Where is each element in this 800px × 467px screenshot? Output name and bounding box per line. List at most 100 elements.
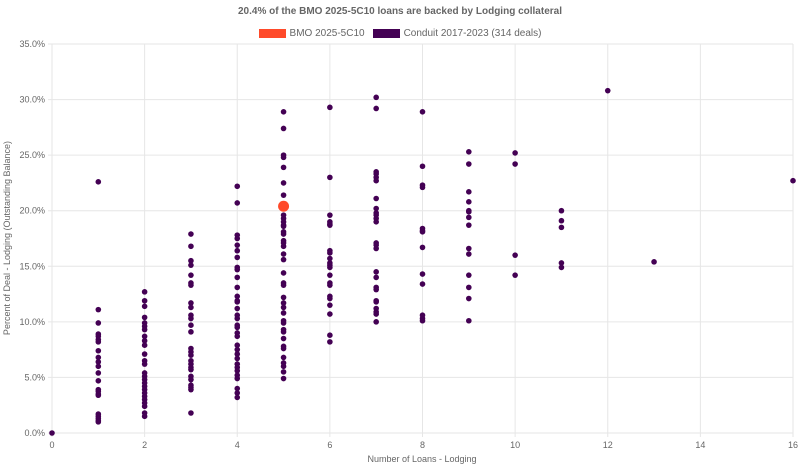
conduit-point[interactable] [466,222,472,228]
conduit-point[interactable] [234,342,241,348]
conduit-point[interactable] [419,163,426,170]
conduit-point[interactable] [234,305,241,312]
conduit-point[interactable] [188,366,194,373]
conduit-point[interactable] [419,229,426,235]
conduit-point[interactable] [327,212,333,218]
bmo-point[interactable] [278,200,290,212]
conduit-point[interactable] [280,345,287,352]
conduit-point[interactable] [188,300,194,306]
conduit-point[interactable] [327,339,333,345]
conduit-point[interactable] [95,377,102,384]
conduit-point[interactable] [188,272,194,278]
conduit-point[interactable] [280,256,287,263]
conduit-point[interactable] [327,222,333,228]
conduit-point[interactable] [558,264,565,271]
conduit-point[interactable] [558,260,565,266]
conduit-point[interactable] [373,105,379,112]
conduit-point[interactable] [419,184,426,191]
conduit-point[interactable] [95,363,102,370]
conduit-point[interactable] [188,386,194,393]
conduit-point[interactable] [558,207,565,214]
conduit-point[interactable] [327,295,333,302]
conduit-point[interactable] [141,413,148,420]
conduit-point[interactable] [141,333,148,340]
conduit-point[interactable] [373,219,379,225]
conduit-point[interactable] [373,286,379,293]
conduit-point[interactable] [95,320,102,326]
conduit-point[interactable] [234,385,241,392]
conduit-point[interactable] [234,315,241,322]
conduit-point[interactable] [466,209,472,215]
conduit-point[interactable] [234,284,241,291]
conduit-point[interactable] [419,108,426,115]
conduit-point[interactable] [95,359,102,365]
conduit-point[interactable] [188,376,194,383]
conduit-point[interactable] [419,244,426,251]
conduit-point[interactable] [280,304,287,311]
conduit-point[interactable] [280,192,287,198]
conduit-point[interactable] [512,161,518,167]
conduit-point[interactable] [188,315,194,322]
conduit-point[interactable] [419,271,426,277]
conduit-point[interactable] [234,200,241,206]
conduit-point[interactable] [419,281,426,287]
conduit-point[interactable] [419,317,426,324]
conduit-point[interactable] [280,180,287,186]
conduit-point[interactable] [234,299,241,305]
conduit-point[interactable] [188,262,194,268]
conduit-point[interactable] [95,339,102,345]
conduit-point[interactable] [280,223,287,230]
conduit-point[interactable] [280,363,287,370]
conduit-point[interactable] [188,304,194,311]
conduit-point[interactable] [188,322,194,328]
conduit-point[interactable] [141,303,148,310]
conduit-point[interactable] [466,272,472,278]
conduit-point[interactable] [234,266,241,273]
conduit-point[interactable] [280,164,287,171]
conduit-point[interactable] [280,270,287,276]
conduit-point[interactable] [280,375,287,382]
conduit-point[interactable] [327,174,333,181]
conduit-point[interactable] [95,419,102,425]
conduit-point[interactable] [95,179,102,185]
conduit-point[interactable] [466,149,472,155]
conduit-point[interactable] [234,351,241,357]
conduit-point[interactable] [141,351,148,357]
conduit-point[interactable] [280,243,287,250]
conduit-point[interactable] [234,293,241,300]
conduit-point[interactable] [280,354,287,361]
conduit-point[interactable] [373,299,379,305]
conduit-point[interactable] [373,205,379,212]
conduit-point[interactable] [141,361,148,367]
conduit-point[interactable] [327,332,333,338]
conduit-point[interactable] [373,269,379,275]
conduit-point[interactable] [234,324,241,331]
conduit-point[interactable] [280,320,287,326]
conduit-point[interactable] [280,329,287,335]
conduit-point[interactable] [327,272,333,278]
conduit-point[interactable] [327,255,333,262]
conduit-point[interactable] [373,177,379,184]
conduit-point[interactable] [327,302,333,308]
conduit-point[interactable] [280,282,287,288]
conduit-point[interactable] [95,354,102,361]
conduit-point[interactable] [512,252,518,258]
conduit-point[interactable] [280,335,287,342]
conduit-point[interactable] [466,284,472,291]
conduit-point[interactable] [188,231,194,237]
conduit-point[interactable] [280,294,287,301]
conduit-point[interactable] [141,337,148,344]
conduit-point[interactable] [49,430,55,436]
conduit-point[interactable] [790,177,796,184]
conduit-point[interactable] [141,403,148,410]
conduit-point[interactable] [141,314,148,321]
conduit-point[interactable] [234,375,241,382]
conduit-point[interactable] [141,326,148,333]
legend-item-conduit[interactable]: Conduit 2017-2023 (314 deals) [372,28,541,39]
conduit-point[interactable] [327,264,333,271]
conduit-point[interactable] [234,394,241,401]
conduit-point[interactable] [188,329,194,335]
conduit-point[interactable] [327,311,333,317]
conduit-point[interactable] [234,254,241,261]
conduit-point[interactable] [512,272,518,278]
